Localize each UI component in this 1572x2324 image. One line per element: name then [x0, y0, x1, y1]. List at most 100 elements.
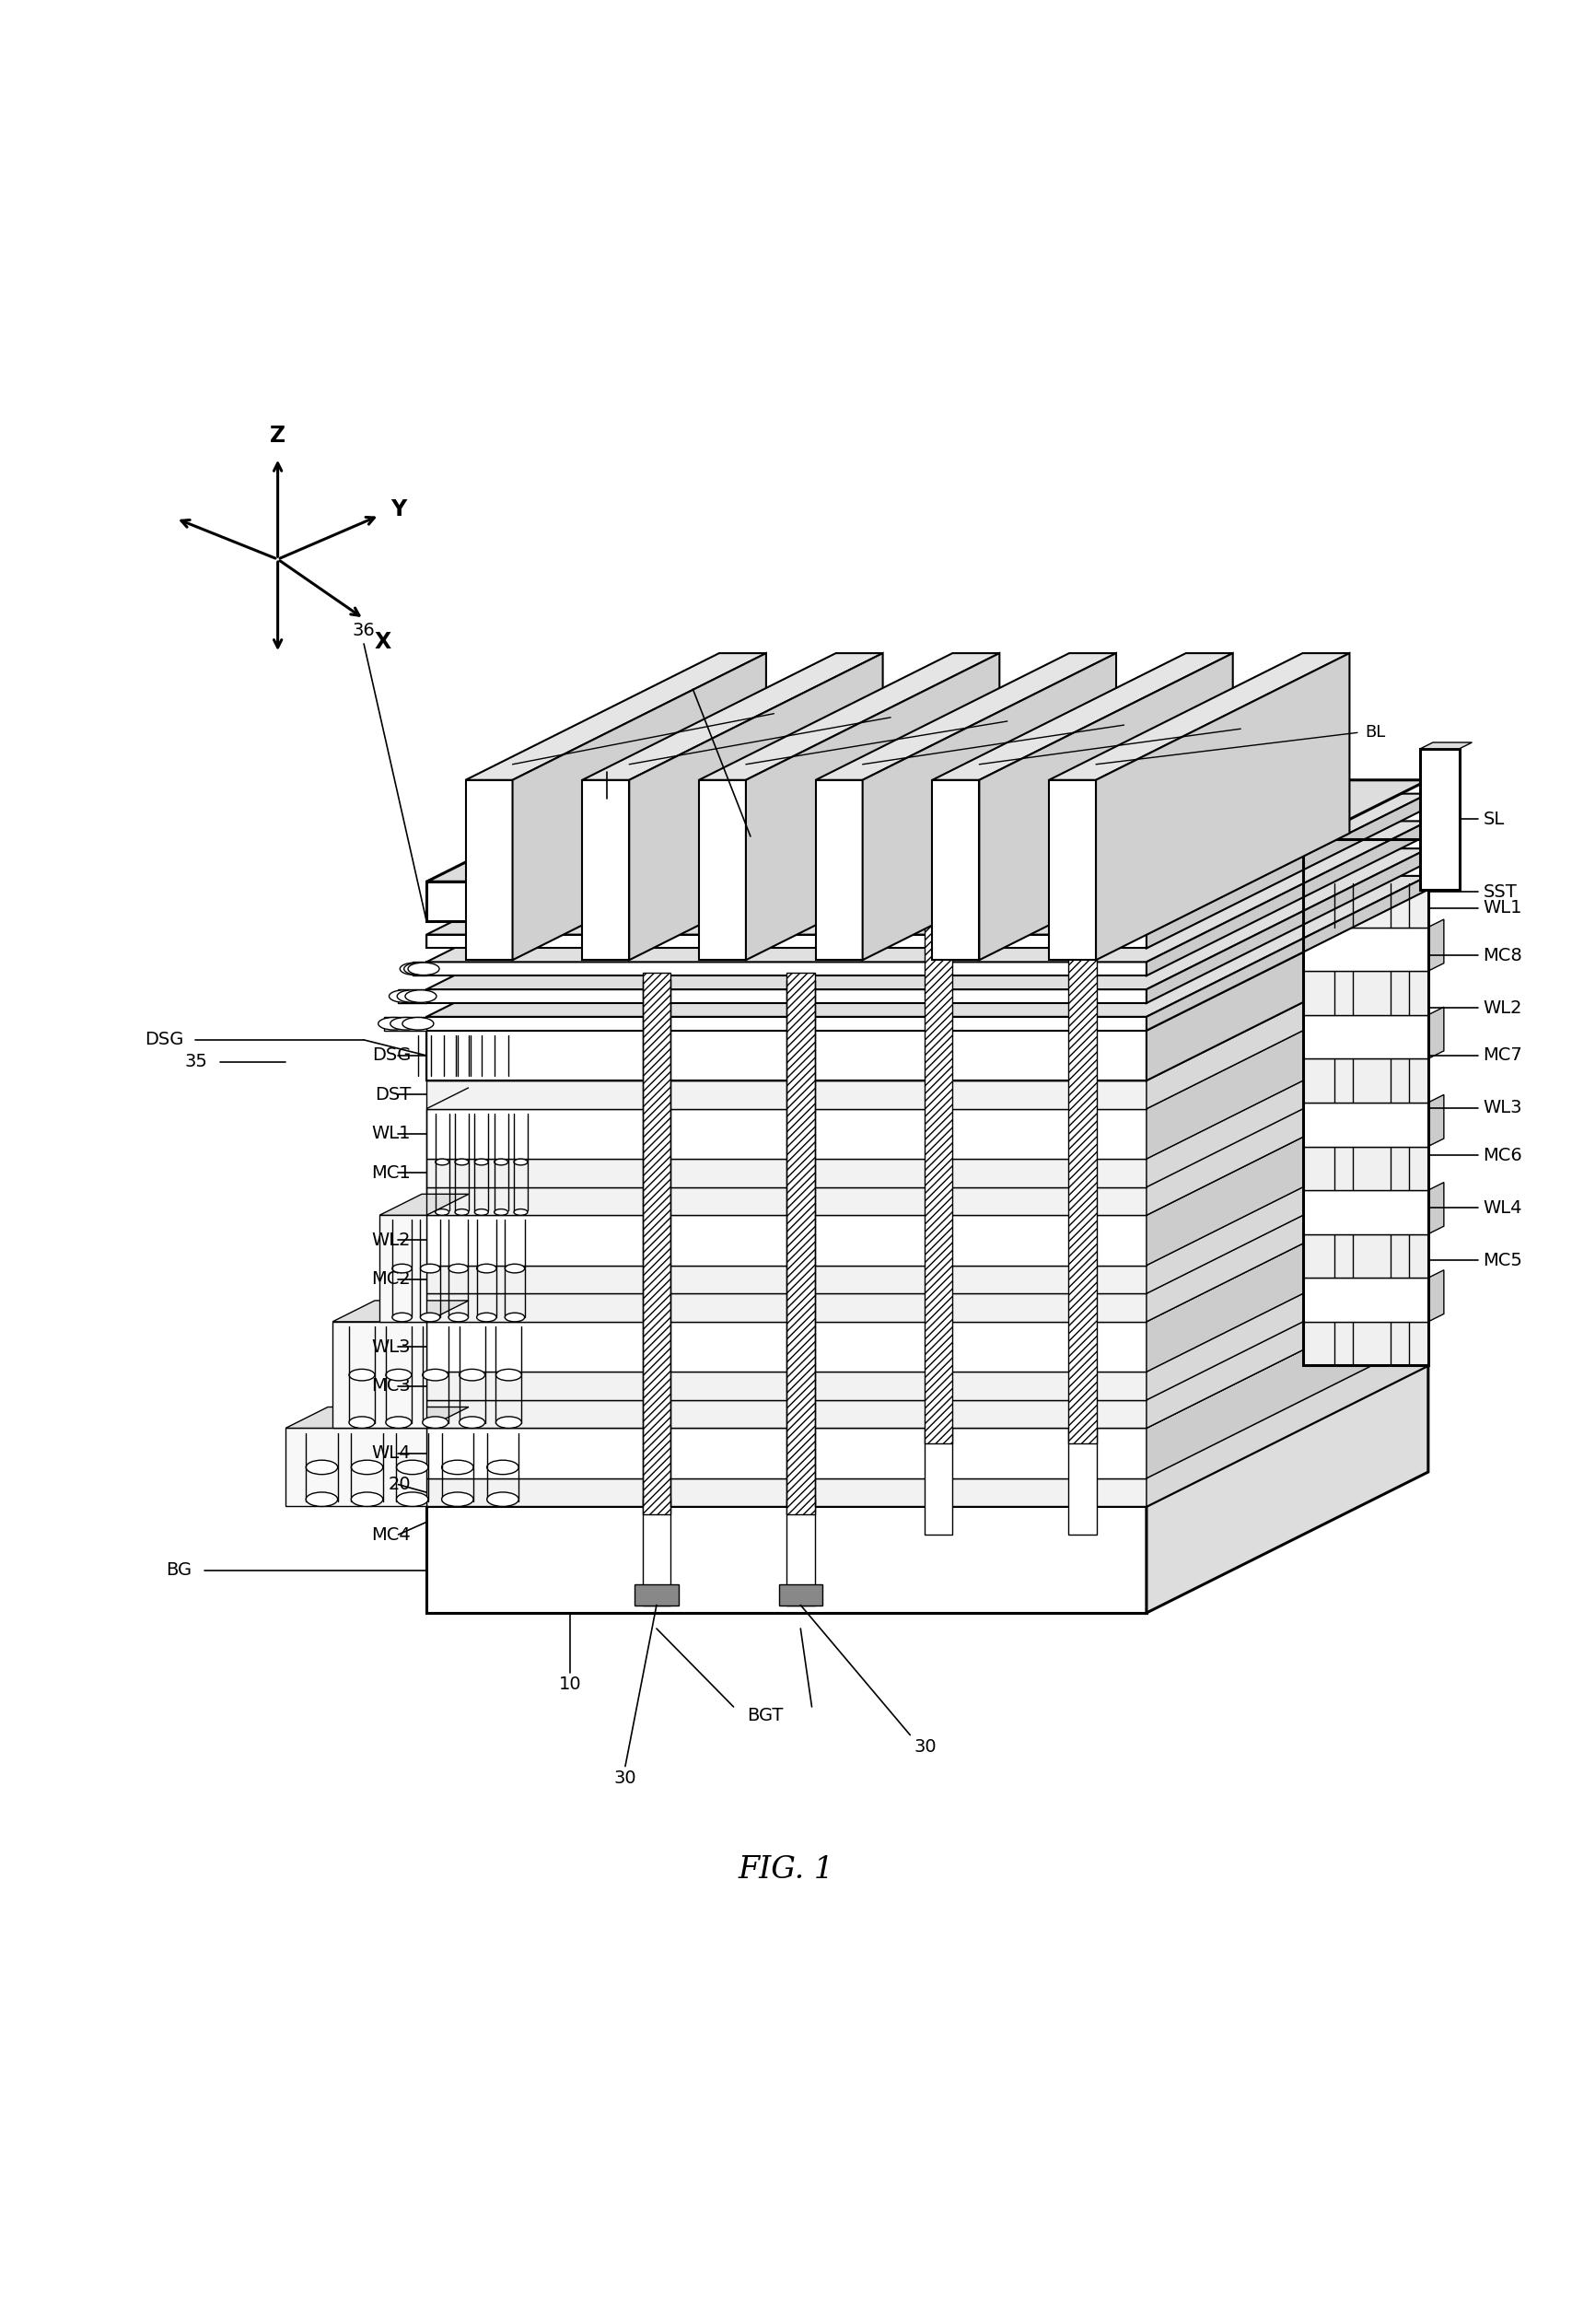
Polygon shape: [816, 653, 1116, 781]
Ellipse shape: [454, 1208, 468, 1215]
Polygon shape: [426, 1264, 1146, 1294]
Polygon shape: [426, 1088, 468, 1109]
Text: BL: BL: [781, 704, 802, 723]
Ellipse shape: [454, 1160, 468, 1164]
Polygon shape: [1146, 1125, 1427, 1294]
Polygon shape: [1146, 820, 1427, 976]
Ellipse shape: [391, 1264, 412, 1274]
Polygon shape: [1427, 1183, 1443, 1234]
Polygon shape: [1302, 1146, 1427, 1190]
Polygon shape: [426, 1287, 1427, 1429]
Text: 10: 10: [558, 1676, 582, 1692]
Polygon shape: [412, 962, 426, 976]
Ellipse shape: [407, 962, 439, 976]
Text: BL: BL: [898, 709, 918, 725]
Polygon shape: [332, 1322, 426, 1429]
Text: WL1: WL1: [371, 1125, 410, 1143]
Polygon shape: [861, 653, 1116, 960]
Text: DSG: DSG: [371, 1046, 410, 1064]
Polygon shape: [1146, 939, 1427, 1109]
Ellipse shape: [399, 962, 431, 976]
Polygon shape: [426, 990, 1146, 1004]
Polygon shape: [979, 653, 1232, 960]
Polygon shape: [641, 971, 670, 1515]
Ellipse shape: [351, 1459, 382, 1473]
Polygon shape: [816, 781, 861, 960]
Text: WL2: WL2: [371, 1232, 410, 1248]
Polygon shape: [512, 653, 766, 960]
Text: BL: BL: [1014, 713, 1034, 730]
Polygon shape: [1427, 832, 1443, 883]
Polygon shape: [1146, 890, 1427, 1081]
Polygon shape: [1302, 1102, 1427, 1146]
Ellipse shape: [475, 1208, 487, 1215]
Text: WL4: WL4: [371, 1446, 410, 1462]
Polygon shape: [465, 781, 512, 960]
Ellipse shape: [423, 1369, 448, 1380]
Ellipse shape: [505, 1264, 525, 1274]
Text: 30: 30: [613, 1769, 637, 1787]
Ellipse shape: [391, 1313, 412, 1322]
Ellipse shape: [505, 1313, 525, 1322]
Polygon shape: [1302, 839, 1427, 883]
Ellipse shape: [475, 1160, 487, 1164]
Polygon shape: [426, 1429, 1146, 1478]
Polygon shape: [1302, 1234, 1427, 1278]
Text: MC1: MC1: [371, 1164, 410, 1181]
Ellipse shape: [435, 1208, 448, 1215]
Ellipse shape: [476, 1264, 497, 1274]
Polygon shape: [426, 1074, 1427, 1215]
Polygon shape: [426, 820, 1427, 962]
Ellipse shape: [494, 1160, 508, 1164]
Polygon shape: [786, 1499, 814, 1606]
Polygon shape: [1146, 1074, 1427, 1264]
Polygon shape: [426, 1215, 1146, 1264]
Ellipse shape: [442, 1459, 473, 1473]
Ellipse shape: [459, 1369, 484, 1380]
Polygon shape: [786, 971, 814, 1515]
Polygon shape: [1049, 653, 1349, 781]
Polygon shape: [1302, 883, 1427, 927]
Polygon shape: [1146, 795, 1427, 948]
Ellipse shape: [388, 990, 420, 1002]
Text: 36: 36: [352, 621, 376, 639]
Polygon shape: [629, 653, 882, 960]
Text: MC7: MC7: [1482, 1046, 1522, 1064]
Polygon shape: [1146, 1260, 1427, 1429]
Polygon shape: [426, 1322, 1146, 1371]
Polygon shape: [426, 890, 1427, 1030]
Polygon shape: [379, 1215, 426, 1322]
Polygon shape: [379, 1195, 468, 1215]
Polygon shape: [426, 1478, 1146, 1506]
Polygon shape: [426, 1371, 1146, 1399]
Ellipse shape: [385, 1418, 412, 1429]
Polygon shape: [1427, 1095, 1443, 1146]
Polygon shape: [426, 781, 1427, 920]
Text: WL1: WL1: [1482, 899, 1522, 916]
Text: MC6: MC6: [1482, 1146, 1522, 1164]
Polygon shape: [1302, 927, 1427, 971]
Polygon shape: [1427, 1006, 1443, 1060]
Polygon shape: [778, 1585, 822, 1606]
Text: Y: Y: [390, 497, 406, 521]
Ellipse shape: [514, 1208, 527, 1215]
Polygon shape: [1146, 1046, 1427, 1215]
Text: MC4: MC4: [371, 1527, 410, 1543]
Polygon shape: [426, 741, 1031, 881]
Polygon shape: [582, 653, 882, 781]
Polygon shape: [426, 876, 1427, 1018]
Ellipse shape: [402, 1018, 434, 1030]
Polygon shape: [426, 967, 1427, 1109]
Ellipse shape: [487, 1492, 519, 1506]
Ellipse shape: [390, 1018, 421, 1030]
Ellipse shape: [476, 1313, 497, 1322]
Polygon shape: [426, 1081, 1146, 1109]
Text: BL: BL: [1248, 720, 1269, 737]
Polygon shape: [1049, 781, 1096, 960]
Polygon shape: [1302, 1278, 1427, 1322]
Text: SST: SST: [1482, 883, 1515, 902]
Polygon shape: [1302, 1016, 1427, 1060]
Text: X: X: [374, 632, 391, 653]
Text: WL2: WL2: [1482, 999, 1522, 1016]
Ellipse shape: [495, 1369, 522, 1380]
